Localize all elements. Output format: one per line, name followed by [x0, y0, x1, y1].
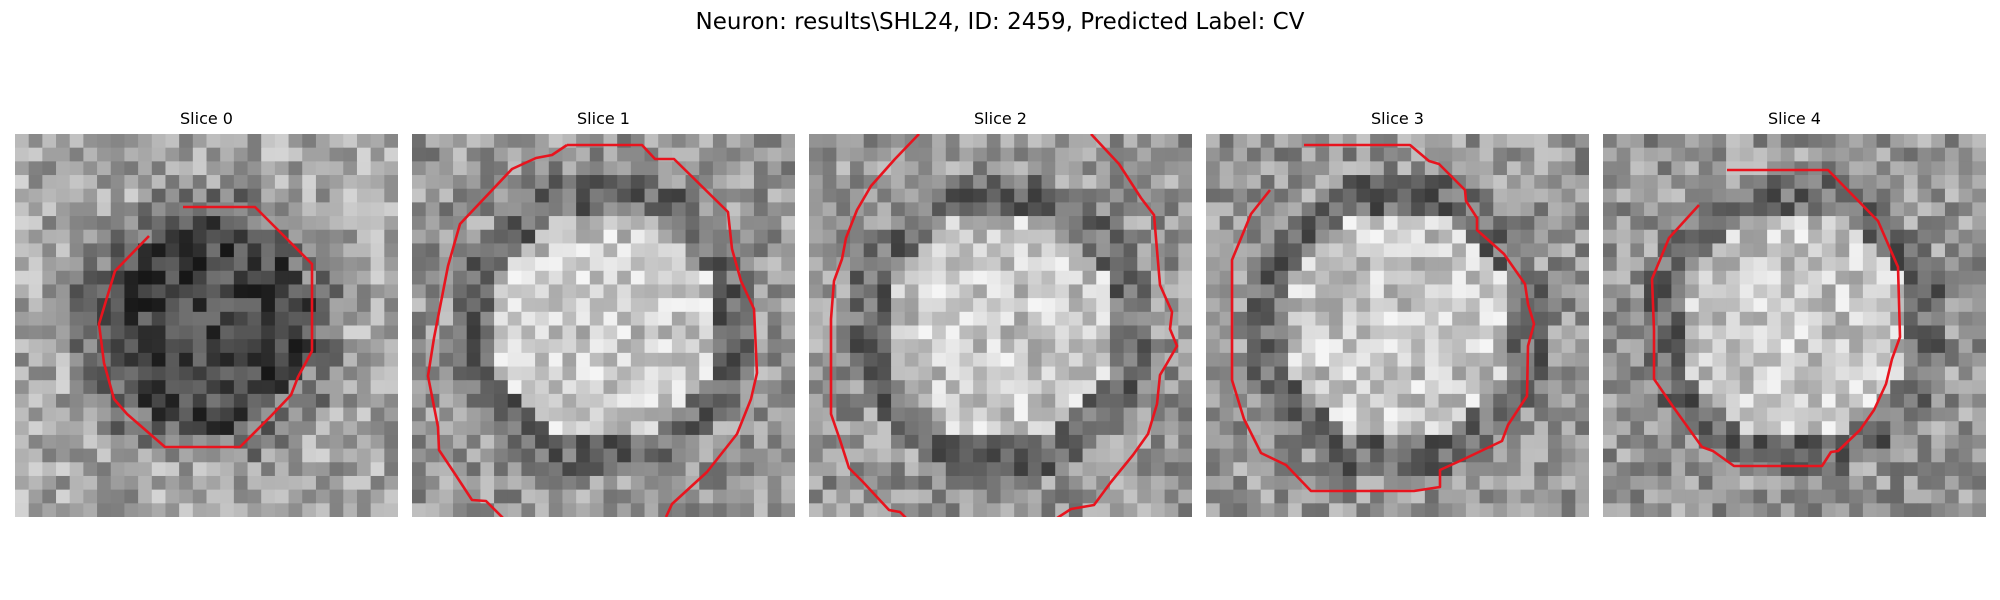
- slice-title: Slice 0: [180, 109, 233, 128]
- contour-line: [567, 143, 759, 517]
- contour-line: [1650, 168, 1902, 468]
- slice-title: Slice 2: [974, 109, 1027, 128]
- slice-panel-3: Slice 3: [1206, 109, 1589, 517]
- slice-title: Slice 1: [577, 109, 630, 128]
- slice-image: [1603, 134, 1986, 517]
- contour-line: [426, 143, 568, 517]
- slice-image: [15, 134, 398, 517]
- slice-image: [809, 134, 1192, 517]
- slice-panel-2: Slice 2: [809, 109, 1192, 517]
- slice-panel-0: Slice 0: [15, 109, 398, 517]
- slice-panel-4: Slice 4: [1603, 109, 1986, 517]
- slice-panel-1: Slice 1: [412, 109, 795, 517]
- slice-title: Slice 4: [1768, 109, 1821, 128]
- contour-line: [1056, 134, 1179, 517]
- slice-title: Slice 3: [1371, 109, 1424, 128]
- slice-image: [412, 134, 795, 517]
- contour-line: [97, 205, 314, 449]
- figure-title: Neuron: results\SHL24, ID: 2459, Predict…: [695, 9, 1305, 35]
- slice-image: [1206, 134, 1589, 517]
- contour-line: [829, 134, 920, 517]
- contour-line: [1230, 143, 1536, 493]
